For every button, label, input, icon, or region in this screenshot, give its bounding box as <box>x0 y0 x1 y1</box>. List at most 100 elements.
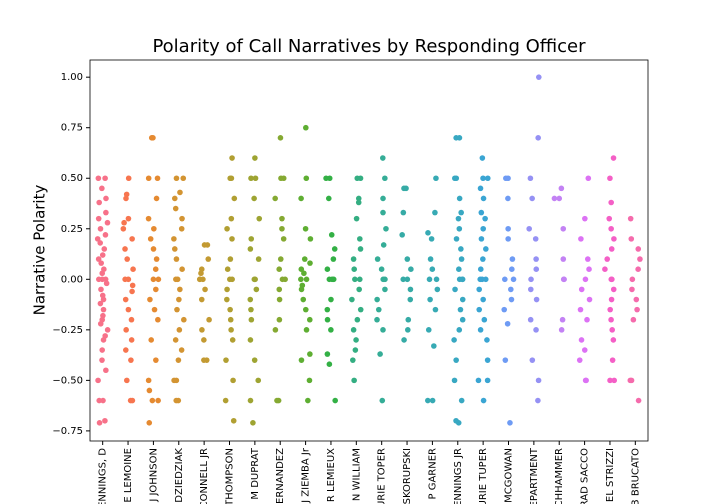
point <box>129 282 136 289</box>
point <box>206 316 212 323</box>
point <box>607 175 613 182</box>
point <box>152 266 159 272</box>
point <box>382 286 388 293</box>
point <box>100 296 107 303</box>
point <box>604 256 611 262</box>
point <box>298 195 304 202</box>
point <box>301 270 307 277</box>
point <box>95 215 102 222</box>
point <box>352 276 358 283</box>
point <box>527 175 534 182</box>
point <box>198 296 205 303</box>
x-tick-label: ENNINGS, D <box>98 448 109 504</box>
point <box>276 316 283 323</box>
point <box>250 420 256 426</box>
point <box>407 286 414 293</box>
point <box>99 357 105 363</box>
x-tick-label: THOMPSON <box>225 448 236 504</box>
point <box>128 316 135 323</box>
point <box>326 276 333 283</box>
point <box>560 256 567 262</box>
point <box>353 337 359 343</box>
point <box>302 306 309 313</box>
point <box>199 327 205 333</box>
point <box>374 316 380 323</box>
point <box>509 266 515 272</box>
point <box>484 357 491 363</box>
point <box>484 337 490 343</box>
point <box>476 306 483 313</box>
point <box>148 135 155 141</box>
point <box>458 246 464 252</box>
point <box>124 377 130 384</box>
point <box>628 377 635 384</box>
point <box>125 215 132 222</box>
y-tick-label: −0.25 <box>52 325 83 336</box>
point <box>146 387 153 394</box>
point <box>637 256 643 262</box>
point <box>383 225 389 232</box>
point <box>558 327 565 333</box>
point <box>608 316 614 323</box>
point <box>229 155 235 161</box>
point <box>560 225 567 232</box>
point <box>332 397 338 404</box>
point <box>582 215 588 222</box>
point <box>352 347 359 353</box>
point <box>224 296 230 303</box>
point <box>151 306 158 313</box>
point <box>227 316 234 323</box>
point <box>224 286 230 293</box>
point <box>380 276 386 283</box>
point <box>255 377 262 384</box>
point <box>635 266 641 272</box>
point <box>103 209 109 216</box>
point <box>279 225 285 232</box>
point <box>453 357 459 363</box>
point <box>203 357 210 363</box>
point <box>379 397 386 404</box>
point <box>480 175 486 182</box>
point <box>247 296 254 303</box>
point <box>103 280 110 287</box>
point <box>477 185 484 192</box>
point <box>324 306 331 313</box>
point <box>123 195 129 202</box>
point <box>357 306 364 313</box>
point <box>171 236 177 242</box>
point <box>172 337 179 343</box>
point <box>351 266 358 272</box>
point <box>96 420 103 426</box>
point <box>123 327 129 333</box>
point <box>173 256 180 262</box>
point <box>425 397 431 404</box>
point <box>95 175 102 182</box>
point <box>99 347 105 353</box>
x-tick-label: N WILLIAM <box>351 448 362 501</box>
point <box>276 296 283 303</box>
point <box>529 357 536 363</box>
x-tick-label: CONNELL JR <box>199 448 210 504</box>
point <box>128 357 134 363</box>
point <box>98 286 104 293</box>
point <box>102 417 108 424</box>
point <box>303 175 310 182</box>
point <box>306 316 313 323</box>
x-tick-label: MCGOWAN <box>504 448 515 503</box>
point <box>434 286 441 293</box>
point <box>502 357 509 363</box>
x-tick-label: CHHAMMER <box>554 448 565 504</box>
point <box>432 306 439 313</box>
point <box>532 236 539 242</box>
point <box>252 155 258 161</box>
point <box>97 300 104 307</box>
point <box>125 175 132 182</box>
point <box>526 225 532 232</box>
point <box>483 246 489 252</box>
point <box>380 209 386 216</box>
x-tick-label: EPARTMENT <box>529 447 540 504</box>
point <box>482 276 489 283</box>
point <box>429 266 436 272</box>
point <box>247 337 254 343</box>
point <box>535 377 542 384</box>
